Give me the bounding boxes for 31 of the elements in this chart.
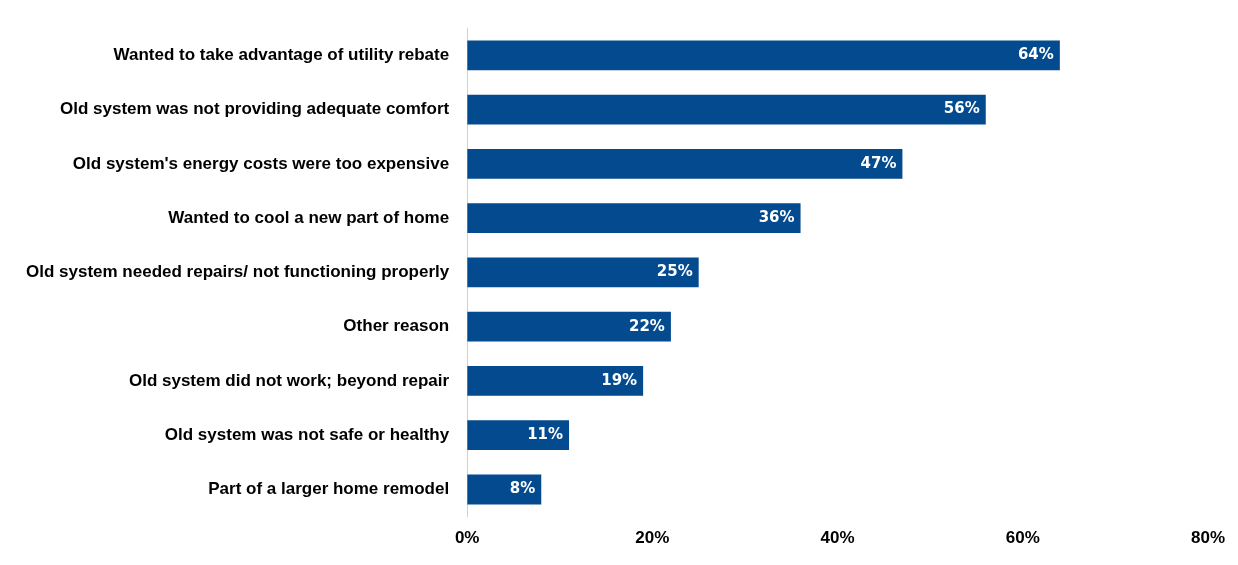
bar: [467, 257, 699, 288]
data-label: 19%: [601, 370, 638, 389]
x-tick-label: 20%: [635, 528, 670, 548]
data-label: 47%: [860, 153, 897, 172]
x-tick-label: 80%: [1190, 528, 1226, 548]
y-tick-label: Wanted to cool a new part of home: [168, 207, 450, 227]
bar: [467, 203, 801, 234]
x-tick-label: 40%: [820, 528, 855, 548]
y-tick-label: Other reason: [343, 316, 450, 336]
data-label: 22%: [629, 316, 665, 335]
x-tick-label: 60%: [1005, 528, 1040, 548]
bar: [467, 366, 644, 396]
data-label: 8%: [509, 479, 536, 498]
y-tick-label: Old system needed repairs/ not functioning properly: [25, 262, 450, 282]
data-label: 25%: [656, 262, 693, 281]
x-tick-label: 0%: [454, 528, 480, 548]
y-tick-label: Wanted to take advantage of utility rebate: [113, 45, 450, 65]
y-tick-label: Part of a larger home remodel: [208, 479, 450, 499]
y-tick-label: Old system was not providing adequate comfort: [59, 99, 450, 119]
bar: [467, 94, 986, 125]
bar: [467, 311, 671, 342]
bar: [467, 40, 1060, 71]
bar: [467, 148, 903, 179]
data-label: 11%: [527, 425, 564, 444]
data-label: 64%: [1017, 45, 1054, 64]
data-label: 36%: [758, 208, 795, 227]
y-tick-label: Old system did not work; beyond repair: [128, 370, 450, 390]
y-tick-label: Old system was not safe or healthy: [164, 424, 450, 444]
bar: [467, 420, 570, 451]
y-tick-label: Old system's energy costs were too expensive: [72, 153, 450, 173]
data-label: 56%: [943, 99, 980, 118]
